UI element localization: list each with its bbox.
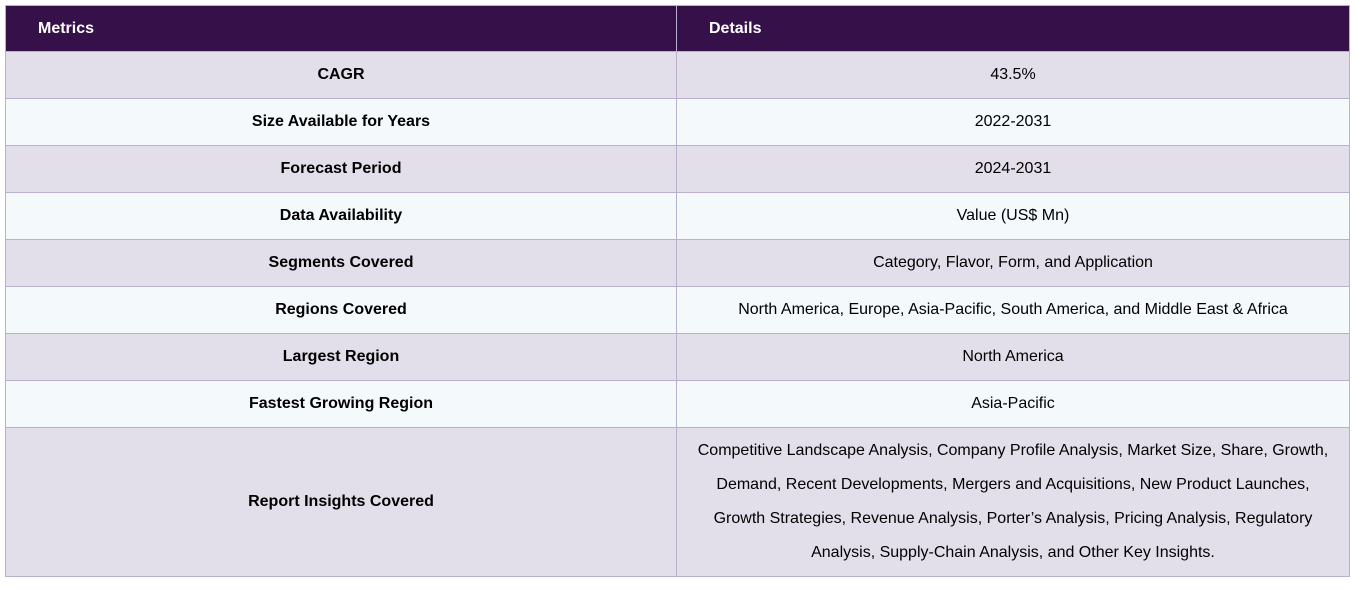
table-row: Size Available for Years 2022-2031 [5,98,1350,146]
table-row: Fastest Growing Region Asia-Pacific [5,380,1350,428]
detail-cell: 43.5% [676,51,1350,99]
metric-cell: Forecast Period [5,145,677,193]
detail-cell: Category, Flavor, Form, and Application [676,239,1350,287]
metric-cell: Regions Covered [5,286,677,334]
detail-cell: 2024-2031 [676,145,1350,193]
detail-cell: Value (US$ Mn) [676,192,1350,240]
detail-cell: North America, Europe, Asia-Pacific, Sou… [676,286,1350,334]
detail-cell: North America [676,333,1350,381]
metric-cell: Report Insights Covered [5,427,677,577]
table-row: Data Availability Value (US$ Mn) [5,192,1350,240]
table-row: Segments Covered Category, Flavor, Form,… [5,239,1350,287]
table-body: CAGR 43.5% Size Available for Years 2022… [5,51,1350,577]
metric-cell: Segments Covered [5,239,677,287]
table-row: CAGR 43.5% [5,51,1350,99]
table-header: Metrics Details [5,5,1350,52]
detail-cell: 2022-2031 [676,98,1350,146]
metric-cell: Largest Region [5,333,677,381]
metric-cell: Data Availability [5,192,677,240]
header-details: Details [676,5,1350,52]
report-metrics-table: Metrics Details CAGR 43.5% Size Availabl… [5,5,1350,577]
metric-cell: Fastest Growing Region [5,380,677,428]
detail-cell: Competitive Landscape Analysis, Company … [676,427,1350,577]
table-row: Report Insights Covered Competitive Land… [5,427,1350,577]
header-metrics: Metrics [5,5,677,52]
table-row: Forecast Period 2024-2031 [5,145,1350,193]
metric-cell: CAGR [5,51,677,99]
metric-cell: Size Available for Years [5,98,677,146]
detail-cell: Asia-Pacific [676,380,1350,428]
header-row: Metrics Details [5,5,1350,52]
table-row: Largest Region North America [5,333,1350,381]
table-row: Regions Covered North America, Europe, A… [5,286,1350,334]
